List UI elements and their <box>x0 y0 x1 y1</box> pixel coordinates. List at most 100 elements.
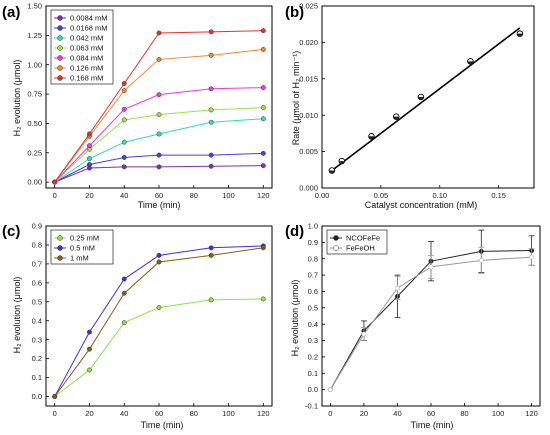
panel-a-data-point <box>208 29 214 35</box>
panel-a-data-point <box>260 105 266 111</box>
panel-b-data-point-fill <box>338 161 345 164</box>
panel-a-data-point <box>208 152 214 158</box>
panel-b-ylabel: Rate (μmol of H₂ min⁻¹) <box>291 51 301 145</box>
panel-c-plot: 0 20 40 60 80 100 120 0.0 0.1 0.2 0.3 0.4 0.5 0.6 0.7 0… <box>32 222 273 418</box>
panel-d-legend-marker <box>333 245 339 251</box>
panel-c-data-point <box>156 305 162 310</box>
panel-c-data-point <box>260 296 266 302</box>
panel-d-data-point <box>428 264 434 270</box>
panel-d-ytick-label: 0.0 <box>308 385 318 394</box>
panel-d-legend-label: NCOFeFe <box>346 234 380 243</box>
panel-b-xtick-label: 0.10 <box>432 191 447 200</box>
panel-b-plot: 0.00 0.05 0.10 0.15 0.000 0.005 0.010 0.015 0.02… <box>299 2 535 200</box>
panel-a-data-point <box>156 30 162 36</box>
panel-c-xtick-label: 40 <box>120 409 128 418</box>
panel-a-xlabel: Time (min) <box>138 200 181 210</box>
panel-d-data-point <box>361 331 367 337</box>
panel-a: (a) 0 20 40 60 80 100 120 0.00 0.25 0.50 0.75 1.00 1… <box>2 2 273 210</box>
panel-a-legend-label: 0.168 mM <box>70 74 103 83</box>
panel-a-data-point <box>87 162 92 167</box>
panel-b-fit-line <box>331 27 521 172</box>
panel-a-ytick-label: 0.25 <box>27 148 42 157</box>
panel-a-legend-label: 0.126 mM <box>70 64 103 73</box>
panel-b-data-point-fill <box>467 61 474 65</box>
panel-c-xtick-label: 60 <box>155 409 163 418</box>
panel-b: (b) 0.00 0.05 0.10 0.15 0.000 0.005 0.010 0.015… <box>285 2 535 210</box>
panel-d-ytick-label: 0.7 <box>308 271 318 280</box>
panel-a-ytick-label: 0.50 <box>27 119 42 128</box>
panel-d-xtick-label: 120 <box>525 409 538 418</box>
panel-c-data-point <box>87 346 92 352</box>
panel-a-series-line <box>54 107 264 183</box>
panel-a-legend-label: 0.063 mM <box>70 44 103 53</box>
panel-a-ytick-label: 1.50 <box>27 2 42 11</box>
panel-a-data-point <box>156 164 162 170</box>
panel-a-data-point <box>260 150 266 156</box>
panel-c-ytick-label: 0.5 <box>32 297 42 306</box>
panel-a-legend-label: 0.084 mM <box>70 54 103 63</box>
panel-b-xtick-label: 0.05 <box>374 191 389 200</box>
panel-c-xtick-label: 100 <box>222 409 235 418</box>
panel-d-data-point <box>395 285 400 291</box>
panel-a-series-line <box>54 87 264 183</box>
panel-a-legend-marker <box>57 55 63 61</box>
panel-a-legend-marker <box>57 35 63 41</box>
panel-d-label: (d) <box>285 223 304 240</box>
panel-a-data-point <box>156 112 162 118</box>
panel-a-data-point <box>208 119 214 125</box>
panel-c-ytick-label: 0.4 <box>32 316 42 325</box>
panel-d-ytick-label: 0.9 <box>308 238 318 247</box>
panel-a-xtick-label: 40 <box>120 191 128 200</box>
panel-c-ytick-label: 0.3 <box>32 335 42 344</box>
panel-a-legend-marker <box>57 75 63 81</box>
panel-b-data-point-fill <box>517 33 523 37</box>
panel-c: (c) 0 20 40 60 80 100 120 0.0 0.1 0.2 0.3 0.4 0.5 0.6… <box>2 222 273 430</box>
panel-d-xtick-label: 0 <box>328 409 332 418</box>
panel-a-legend-label: 0.042 mM <box>70 34 103 43</box>
panel-b-xtick-label: 0.00 <box>315 191 330 200</box>
panel-a-series-line <box>54 152 264 183</box>
panel-a-data-point <box>87 131 92 137</box>
panel-b-data-point-fill <box>418 97 424 100</box>
panel-b-data-point-fill <box>329 170 335 174</box>
panel-c-series-line <box>54 298 264 397</box>
panel-c-xtick-label: 120 <box>257 409 270 418</box>
panel-c-data-point <box>121 320 127 326</box>
panel-c-ylabel: H₂ evolution (μmol) <box>12 277 22 354</box>
panel-c-xtick-label: 20 <box>85 409 93 418</box>
panel-a-ytick-label: 1.25 <box>27 31 42 40</box>
panel-c-label: (c) <box>2 223 20 240</box>
panel-a-data-point <box>121 88 127 93</box>
panel-a-xtick-label: 80 <box>190 191 198 200</box>
panel-a-xtick-label: 0 <box>53 191 57 200</box>
panel-c-data-point <box>208 297 214 303</box>
panel-d-ytick-label: 0.3 <box>308 336 318 345</box>
panel-a-data-point <box>156 56 162 62</box>
panel-a-xtick-label: 20 <box>85 191 93 200</box>
panel-a-xtick-label: 120 <box>257 191 270 200</box>
panel-c-data-point <box>121 276 127 282</box>
panel-c-data-point <box>121 290 127 296</box>
panel-c-legend-marker <box>57 245 63 251</box>
panel-c-data-point <box>208 252 214 258</box>
panel-d-xtick-label: 60 <box>427 409 435 418</box>
panel-d-ytick-label: 0.6 <box>308 287 318 296</box>
panel-d-xtick-label: 100 <box>492 409 505 418</box>
panel-a-data-point <box>260 163 266 169</box>
panel-b-data-point-fill <box>368 136 375 140</box>
panel-a-data-point <box>260 28 266 34</box>
panel-b-xtick-label: 0.15 <box>491 191 506 200</box>
panel-d-ytick-label: 1.0 <box>308 222 318 231</box>
panel-c-ytick-label: 0.0 <box>32 392 42 401</box>
panel-a-data-point <box>121 117 127 123</box>
panel-d-xlabel: Time (min) <box>411 420 454 430</box>
panel-d-data-point <box>478 257 484 263</box>
panel-b-ytick-label: 0.025 <box>299 2 318 11</box>
panel-a-data-point <box>156 152 162 158</box>
panel-c-data-point <box>156 259 162 265</box>
panel-d-series-line <box>329 256 532 390</box>
panel-d-ytick-label: 0.1 <box>308 369 318 378</box>
panel-a-data-point <box>121 106 127 112</box>
panel-a-data-point <box>208 52 214 58</box>
panel-a-ytick-label: 1.00 <box>27 60 42 69</box>
